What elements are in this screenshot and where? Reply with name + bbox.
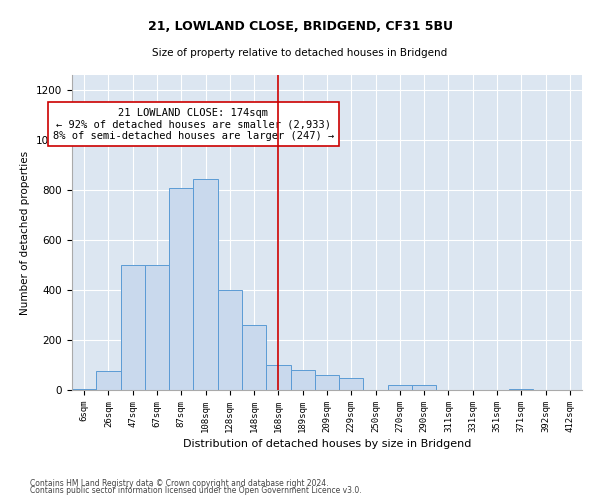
Text: Size of property relative to detached houses in Bridgend: Size of property relative to detached ho… [152,48,448,58]
Bar [315,375,339,390]
Text: 21, LOWLAND CLOSE, BRIDGEND, CF31 5BU: 21, LOWLAND CLOSE, BRIDGEND, CF31 5BU [148,20,452,33]
Text: Contains public sector information licensed under the Open Government Licence v3: Contains public sector information licen… [30,486,362,495]
Bar [218,290,242,390]
Bar [509,389,533,390]
Text: 21 LOWLAND CLOSE: 174sqm
← 92% of detached houses are smaller (2,933)
8% of semi: 21 LOWLAND CLOSE: 174sqm ← 92% of detach… [53,108,334,140]
Bar [169,188,193,390]
X-axis label: Distribution of detached houses by size in Bridgend: Distribution of detached houses by size … [183,439,471,449]
Bar [290,370,315,390]
Bar [266,365,290,390]
Bar [242,325,266,390]
Bar [193,179,218,390]
Bar [96,371,121,390]
Bar [121,265,145,390]
Bar [388,385,412,390]
Y-axis label: Number of detached properties: Number of detached properties [20,150,31,314]
Bar [339,378,364,390]
Bar [145,265,169,390]
Bar [412,385,436,390]
Text: Contains HM Land Registry data © Crown copyright and database right 2024.: Contains HM Land Registry data © Crown c… [30,478,329,488]
Bar [72,389,96,390]
